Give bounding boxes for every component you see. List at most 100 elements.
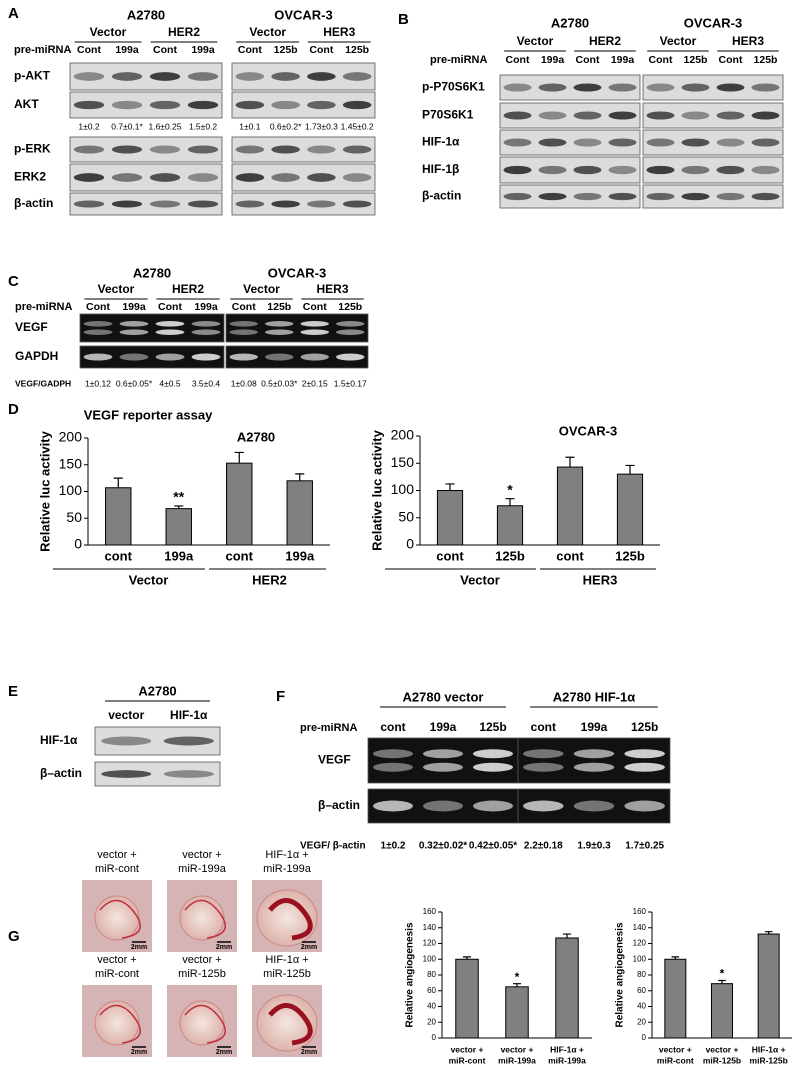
band — [229, 329, 258, 336]
y-tick-label: 20 — [427, 1017, 436, 1026]
band — [187, 145, 219, 154]
group-label: Vector — [90, 25, 127, 39]
band — [538, 111, 567, 120]
bar — [664, 958, 687, 1039]
band — [538, 138, 567, 147]
band — [265, 329, 294, 336]
lane-label: 199a — [115, 44, 139, 56]
vessel — [184, 899, 227, 939]
group-label: HER3 — [323, 25, 355, 39]
lane-label: 199a — [430, 720, 457, 734]
row-label: pre-miRNA — [14, 44, 72, 56]
blot-label: AKT — [14, 97, 39, 111]
band — [191, 321, 221, 327]
quant-value: 1.6±0.25 — [148, 121, 181, 131]
band — [646, 165, 675, 175]
lane-label: 125b — [338, 301, 362, 313]
x-tick-label: vector + — [659, 1044, 692, 1054]
quant-value: 3.5±0.4 — [192, 378, 221, 388]
band — [716, 165, 745, 175]
band — [73, 145, 105, 154]
band — [646, 111, 675, 120]
band — [681, 192, 710, 201]
band — [608, 165, 637, 175]
quant-value: 1±0.2 — [381, 841, 406, 852]
band — [271, 100, 300, 110]
band — [751, 138, 780, 147]
band — [681, 83, 710, 92]
y-tick-label: 120 — [423, 939, 437, 948]
vessel — [99, 1004, 142, 1044]
quant-value: 1±0.12 — [85, 378, 111, 388]
cam-tissue — [179, 1000, 225, 1046]
band — [111, 72, 143, 81]
bar — [105, 487, 132, 546]
group-label: HER2 — [589, 34, 621, 48]
bar — [505, 986, 529, 1039]
y-tick-label: 140 — [423, 923, 437, 932]
band — [155, 321, 185, 327]
band — [608, 111, 637, 120]
lane-label: 199a — [191, 44, 215, 56]
y-tick-label: 20 — [637, 1017, 646, 1026]
band — [73, 173, 105, 182]
lane-label: Cont — [303, 301, 327, 313]
blot-label: β-actin — [422, 189, 461, 203]
x-tick-label: cont — [105, 548, 133, 563]
band — [423, 800, 463, 812]
lane-label: Cont — [309, 44, 333, 56]
band — [608, 138, 637, 147]
y-tick-label: 0 — [74, 536, 82, 552]
error-bar — [512, 983, 522, 987]
group-label: HER2 — [252, 572, 287, 587]
gel-strip — [79, 313, 225, 343]
band — [149, 100, 181, 110]
cell-title: A2780 vector — [403, 689, 484, 704]
blot-label: p-AKT — [14, 69, 51, 83]
group-label: HER3 — [316, 282, 348, 296]
image-caption: vector + — [97, 954, 136, 966]
band — [271, 145, 300, 154]
lane-label: Cont — [719, 54, 743, 66]
lane-label: cont — [531, 720, 556, 734]
band — [271, 173, 300, 182]
lane-label: Cont — [649, 54, 673, 66]
lane-label: vector — [108, 708, 144, 722]
cam-tissue — [94, 1000, 140, 1046]
x-tick-label: vector + — [706, 1044, 739, 1054]
panel-letter: F — [276, 688, 285, 705]
significance: * — [515, 970, 520, 984]
band — [608, 83, 637, 92]
band — [538, 83, 567, 92]
quant-value: 0.6±0.05* — [116, 378, 153, 388]
quant-value: 0.7±0.1* — [111, 121, 143, 131]
lane-label: 125b — [274, 44, 298, 56]
panel-letter: D — [8, 401, 19, 418]
row-label: pre-miRNA — [300, 722, 358, 734]
quant-value: 1.7±0.25 — [625, 841, 664, 852]
band — [523, 762, 564, 772]
quant-value: 4±0.5 — [159, 378, 180, 388]
y-tick-label: 0 — [642, 1033, 647, 1042]
y-tick-label: 40 — [637, 1002, 646, 1011]
lane-label: 125b — [479, 720, 506, 734]
scale-label: 2mm — [301, 944, 317, 951]
y-tick-label: 200 — [59, 429, 83, 445]
cell-title: A2780 — [551, 15, 589, 30]
group-label: Vector — [98, 282, 135, 296]
band — [681, 165, 710, 175]
band — [149, 145, 181, 154]
error-bar — [671, 956, 680, 960]
band — [149, 200, 181, 208]
band — [336, 321, 365, 327]
band — [573, 800, 615, 812]
y-tick-label: 150 — [391, 454, 415, 470]
band — [307, 145, 336, 154]
quant-value: 0.42±0.05* — [469, 841, 517, 852]
error-bar — [565, 456, 575, 468]
group-label: HER2 — [168, 25, 200, 39]
panel-letter: E — [8, 683, 18, 700]
quant-value: 0.5±0.03* — [261, 378, 298, 388]
group-label: HER3 — [732, 34, 764, 48]
lane-label: Cont — [158, 301, 182, 313]
